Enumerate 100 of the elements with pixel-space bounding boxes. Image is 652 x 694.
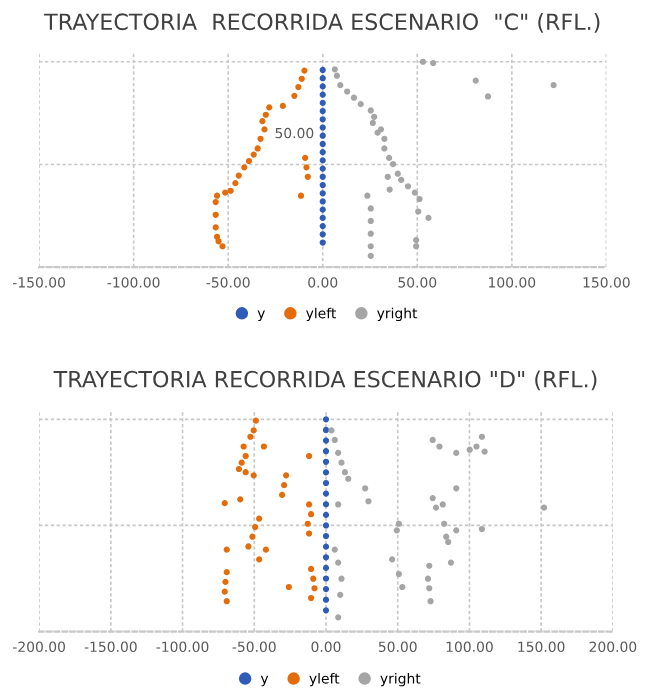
chart-title: TRAYECTORIA RECORRIDA ESCENARIO "C" (RFL.) [44,12,600,33]
point [453,449,460,456]
point [281,482,288,489]
point [322,458,330,465]
point [365,498,372,505]
point [307,511,315,518]
point [453,485,460,492]
point [344,88,351,95]
point [322,490,330,497]
point [367,243,374,250]
point [350,94,358,101]
point [319,157,326,164]
point [430,59,437,67]
point [232,180,239,187]
point [219,243,226,250]
point [222,578,229,585]
point [307,594,315,602]
point [333,72,341,79]
point [472,77,479,84]
point [322,554,330,561]
point [319,214,326,221]
point [328,427,335,434]
point [367,230,374,237]
point [319,190,326,197]
point [322,607,330,614]
point [322,596,330,603]
point [223,569,230,576]
point [404,183,412,190]
point [259,118,266,125]
point [322,426,330,434]
point [393,527,400,534]
point [319,99,326,106]
point [381,145,388,152]
point [319,107,326,115]
point [416,195,423,203]
point [364,192,371,199]
point [338,459,345,466]
point [250,427,257,434]
point [297,192,305,199]
point [335,449,342,456]
point [322,416,330,423]
point [249,533,256,540]
point [345,475,352,482]
point [252,417,259,424]
point [319,165,326,172]
point [305,501,313,508]
point [439,501,446,508]
point [319,206,326,213]
point [222,189,229,196]
point [484,93,492,100]
point [311,585,318,592]
point [240,443,247,450]
point [394,170,401,177]
point [389,160,397,168]
point [262,111,269,118]
point [307,565,315,573]
point [213,192,221,199]
point [319,75,326,82]
point [254,145,261,152]
point [212,211,219,218]
point [303,164,310,171]
point [429,494,436,502]
point [257,135,264,142]
point [466,446,473,453]
point [221,500,228,507]
point [227,187,234,194]
point [367,205,374,212]
point [291,92,298,99]
point [427,598,434,605]
point [250,151,257,158]
point [386,186,393,193]
point [256,556,263,563]
point [262,546,269,553]
point [411,189,418,196]
point [238,459,245,466]
point [256,515,263,522]
point [424,575,432,582]
point [369,119,376,127]
point [310,575,317,582]
point [212,224,219,231]
point [335,501,342,508]
point [301,67,308,74]
point [242,469,249,476]
point [322,469,330,476]
point [426,585,433,592]
point [247,433,254,440]
point [322,532,330,540]
point [478,433,486,440]
point [250,472,257,479]
point [322,586,330,593]
point [245,157,253,165]
point [377,126,385,133]
point [252,524,259,531]
point [413,236,420,244]
point [322,575,330,582]
point [279,102,286,110]
point [237,496,244,503]
point [322,543,330,550]
point [337,82,344,89]
point [447,559,455,566]
